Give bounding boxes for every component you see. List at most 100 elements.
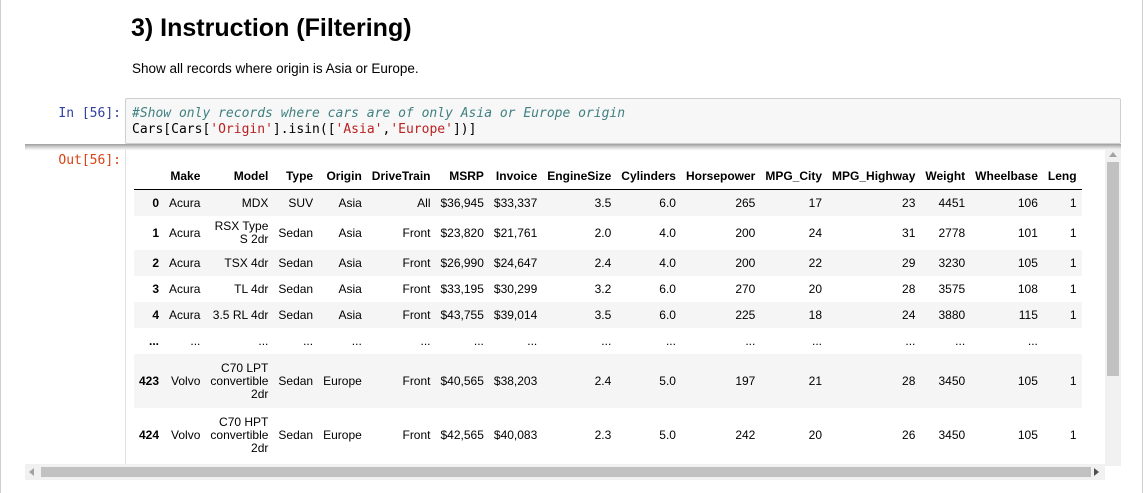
vertical-scroll-thumb[interactable] <box>1107 162 1119 376</box>
row-index: 1 <box>152 226 160 240</box>
column-header: Type <box>273 162 319 190</box>
table-cell: ... <box>905 334 916 348</box>
table-cell: 1 <box>1069 428 1077 442</box>
table-row: ........................................… <box>134 328 1082 354</box>
table-cell: 1 <box>1069 374 1077 388</box>
table-cell: Volvo <box>171 428 201 442</box>
table-cell: 101 <box>1017 226 1038 240</box>
table-row: 0 Acura MDX SUV Asia All $36,945 $33,337 3.5 6.0 2… <box>134 189 1082 216</box>
table-cell: 270 <box>735 282 756 296</box>
horizontal-scrollbar[interactable] <box>25 464 1105 480</box>
table-cell: 3.5 RL 4dr <box>212 308 269 322</box>
table-cell: 6.0 <box>659 282 676 296</box>
table-cell: 6.0 <box>659 196 676 210</box>
table-cell: 17 <box>808 196 823 210</box>
scroll-up-arrow-icon[interactable] <box>1109 152 1117 157</box>
table-cell: 28 <box>902 282 916 296</box>
table-cell: Acura <box>169 308 201 322</box>
column-header: EngineSize <box>542 162 617 190</box>
table-cell: ... <box>955 334 966 348</box>
table-cell: 1 <box>1069 256 1077 270</box>
table-cell: ... <box>1027 334 1038 348</box>
table-cell: 3230 <box>938 256 966 270</box>
markdown-cell[interactable]: 3) Instruction (Filtering) Show all reco… <box>131 14 419 76</box>
table-cell: $21,761 <box>493 226 538 240</box>
table-cell: 31 <box>902 226 916 240</box>
table-cell: ... <box>258 334 269 348</box>
table-cell: Front <box>402 282 431 296</box>
table-cell: 197 <box>735 374 756 388</box>
table-cell: 2.0 <box>594 226 612 240</box>
table-cell: Front <box>402 428 431 442</box>
horizontal-scroll-thumb[interactable] <box>41 467 1091 477</box>
code-editor[interactable]: #Show only records where cars are of onl… <box>125 98 1121 144</box>
vertical-scrollbar[interactable] <box>1105 150 1121 466</box>
table-cell: 23 <box>902 196 916 210</box>
table-cell: ... <box>190 334 201 348</box>
table-cell: $24,647 <box>493 256 538 270</box>
table-cell: C70 HPT convertible 2dr <box>210 414 269 455</box>
table-cell: Volvo <box>171 374 201 388</box>
column-header: MPG_City <box>760 162 828 190</box>
row-index: 423 <box>139 374 160 388</box>
table-cell: Acura <box>169 226 201 240</box>
section-heading: 3) Instruction (Filtering) <box>131 14 412 42</box>
table-cell: $26,990 <box>440 256 484 270</box>
table-row: 423 Volvo C70 LPT convertible 2dr Sedan Euro… <box>134 354 1082 408</box>
table-cell: 5.0 <box>659 374 676 388</box>
scroll-left-arrow-icon[interactable] <box>29 468 34 476</box>
table-cell: 3.5 <box>594 308 612 322</box>
table-cell: $43,755 <box>440 308 484 322</box>
column-header: Cylinders <box>616 162 681 190</box>
table-cell: 21 <box>808 374 823 388</box>
table-cell: ... <box>473 334 484 348</box>
column-header: Make <box>164 162 206 190</box>
table-cell: 1 <box>1069 308 1077 322</box>
table-cell: 265 <box>735 196 756 210</box>
table-cell: 4451 <box>938 196 966 210</box>
table-cell: Asia <box>338 282 362 296</box>
table-cell: Asia <box>338 256 362 270</box>
table-cell: ... <box>351 334 362 348</box>
table-cell: 1 <box>1069 282 1077 296</box>
table-cell: Asia <box>338 226 362 240</box>
code-line: Cars[Cars['Origin'].isin(['Asia','Europe… <box>132 122 477 137</box>
table-cell: MDX <box>241 196 269 210</box>
table-cell: ... <box>303 334 314 348</box>
table-cell: 29 <box>902 256 916 270</box>
table-cell: 22 <box>808 256 823 270</box>
table-cell: $30,299 <box>493 282 538 296</box>
table-cell: Europe <box>323 428 362 442</box>
scroll-right-arrow-icon[interactable] <box>1094 468 1099 476</box>
table-cell: TL 4dr <box>234 282 269 296</box>
column-header: MSRP <box>435 162 489 190</box>
column-header: Wheelbase <box>970 162 1043 190</box>
row-index: 424 <box>139 428 160 442</box>
table-cell: 20 <box>808 428 823 442</box>
table-cell: 115 <box>1018 308 1038 322</box>
table-cell: 3.2 <box>594 282 612 296</box>
table-cell: C70 LPT convertible 2dr <box>210 360 269 401</box>
table-cell: SUV <box>288 196 314 210</box>
table-cell: 3880 <box>938 308 966 322</box>
table-cell: 2.3 <box>594 428 612 442</box>
table-cell: 105 <box>1017 428 1038 442</box>
table-cell: Sedan <box>278 226 314 240</box>
output-area[interactable]: Make Model Type Origin DriveTrain MSRP Invoice… <box>125 150 1122 480</box>
table-cell: 200 <box>735 256 756 270</box>
table-cell: Sedan <box>278 282 314 296</box>
table-cell: 26 <box>902 428 916 442</box>
table-cell: $23,820 <box>440 226 484 240</box>
table-cell: Front <box>402 256 431 270</box>
row-index: 2 <box>152 256 160 270</box>
table-cell: 3.5 <box>594 196 612 210</box>
table-cell: 2.4 <box>594 374 612 388</box>
table-cell: $33,337 <box>493 196 538 210</box>
column-header: Horsepower <box>680 162 761 190</box>
table-cell: 5.0 <box>659 428 676 442</box>
table-cell <box>1043 328 1082 354</box>
table-cell: 3575 <box>938 282 966 296</box>
table-cell: Asia <box>338 308 362 322</box>
table-cell: Sedan <box>278 256 314 270</box>
table-cell: Front <box>402 308 431 322</box>
